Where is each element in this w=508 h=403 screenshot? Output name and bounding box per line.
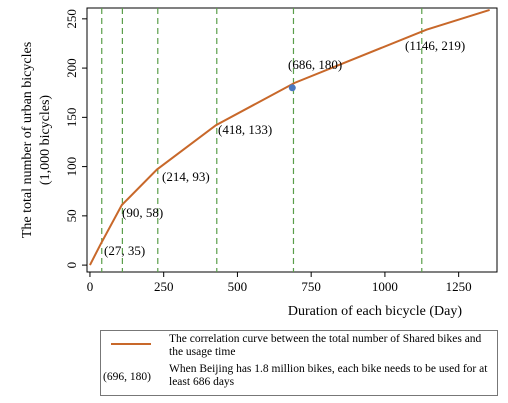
annotation: (686, 180) bbox=[288, 57, 342, 72]
legend: The correlation curve between the total … bbox=[100, 330, 498, 396]
x-tick-label: 1000 bbox=[372, 279, 398, 294]
x-tick-label: 0 bbox=[87, 279, 94, 294]
note-label: (696, 180) bbox=[103, 371, 151, 383]
annotation: (90, 58) bbox=[122, 205, 163, 220]
note-text: When Beijing has 1.8 million bikes, each… bbox=[169, 363, 488, 388]
y-tick-label: 250 bbox=[64, 9, 79, 29]
legend-swatch bbox=[111, 343, 151, 345]
y-tick-label: 0 bbox=[64, 262, 79, 269]
y-tick-label: 150 bbox=[64, 108, 79, 128]
annotation: (27, 35) bbox=[104, 243, 145, 258]
annotation: (418, 133) bbox=[218, 122, 272, 137]
annotation: (1146, 219) bbox=[405, 38, 465, 53]
y-tick-label: 200 bbox=[64, 58, 79, 78]
y-axis-label: (1,000 bicycles) bbox=[38, 95, 53, 186]
y-tick-label: 50 bbox=[64, 209, 79, 222]
x-tick-label: 1250 bbox=[446, 279, 472, 294]
annotation: (214, 93) bbox=[162, 169, 210, 184]
x-tick-label: 500 bbox=[228, 279, 248, 294]
highlight-point bbox=[288, 84, 296, 92]
y-axis-label: The total number of urban bicycles bbox=[20, 42, 35, 238]
x-tick-label: 750 bbox=[301, 279, 321, 294]
chart: Duration of each bicycle (Day) The total… bbox=[20, 7, 498, 319]
plot-frame bbox=[86, 7, 498, 273]
line bbox=[89, 9, 490, 266]
x-tick-label: 250 bbox=[154, 279, 174, 294]
x-axis-label: Duration of each bicycle (Day) bbox=[288, 304, 462, 319]
y-tick-label: 100 bbox=[64, 157, 79, 177]
legend-text: The correlation curve between the total … bbox=[169, 333, 482, 358]
